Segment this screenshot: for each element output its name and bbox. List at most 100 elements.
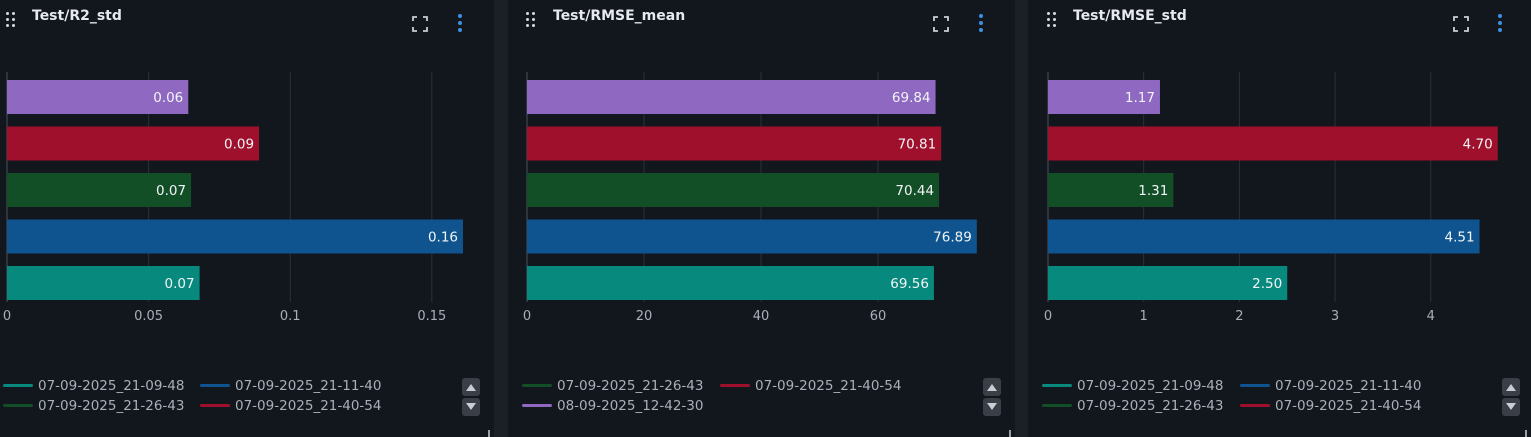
legend-scroll-up-button[interactable]: [462, 378, 480, 396]
bar-chart: 0.06 0.09 0.07 0.16 0.07 0 0.05 0.1 0.15: [3, 72, 464, 324]
bar-value-label: 1.31: [1138, 183, 1168, 199]
legend-item[interactable]: 07-09-2025_21-26-43: [3, 396, 184, 416]
legend-label: 07-09-2025_21-11-40: [1275, 378, 1422, 394]
legend-label: 07-09-2025_21-11-40: [235, 378, 382, 394]
legend-scroll-up-button[interactable]: [983, 378, 1001, 396]
bar-value-label: 69.56: [890, 276, 929, 292]
kebab-menu-icon[interactable]: [978, 14, 984, 34]
bar-value-label: 2.50: [1252, 276, 1282, 292]
bar: [1048, 173, 1174, 207]
legend-label: 08-09-2025_12-42-30: [557, 398, 704, 414]
x-tick-label: 0: [523, 309, 531, 324]
resize-icon[interactable]: [1002, 424, 1011, 437]
bar: [7, 266, 200, 300]
x-tick-label: 4: [1427, 309, 1435, 324]
panel-title: Test/RMSE_mean: [553, 8, 686, 24]
legend-swatch: [200, 383, 230, 387]
bar: [7, 80, 189, 114]
legend-item[interactable]: 07-09-2025_21-26-43: [1042, 396, 1223, 416]
drag-handle-icon[interactable]: [1047, 12, 1057, 28]
drag-handle-icon[interactable]: [526, 12, 536, 28]
x-tick-label: 0.05: [134, 309, 163, 324]
bar-value-label: 76.89: [933, 230, 972, 246]
bar: [527, 80, 936, 114]
drag-handle-icon[interactable]: [6, 12, 16, 28]
bar: [527, 266, 934, 300]
legend-label: 07-09-2025_21-40-54: [235, 398, 382, 414]
legend-item[interactable]: 07-09-2025_21-40-54: [1240, 396, 1421, 416]
legend-swatch: [3, 383, 33, 387]
legend-swatch: [720, 383, 750, 387]
x-tick-label: 3: [1331, 309, 1339, 324]
bar: [527, 173, 940, 207]
expand-icon[interactable]: [933, 16, 949, 32]
bar: [527, 126, 942, 161]
legend-label: 07-09-2025_21-26-43: [1077, 398, 1224, 414]
x-tick-label: 40: [753, 309, 770, 324]
expand-icon[interactable]: [1453, 16, 1469, 32]
legend-label: 07-09-2025_21-26-43: [38, 398, 185, 414]
panel-header: Test/R2_std: [0, 0, 494, 40]
bar: [7, 219, 464, 254]
bar-value-label: 69.84: [892, 90, 931, 106]
bar-value-label: 0.06: [153, 90, 183, 106]
x-tick-label: 0: [3, 309, 11, 324]
legend-item[interactable]: 07-09-2025_21-11-40: [200, 376, 381, 396]
legend-swatch: [1042, 403, 1072, 407]
legend-scroll-down-button[interactable]: [462, 398, 480, 416]
legend-scroll-down-button[interactable]: [983, 398, 1001, 416]
legend-swatch: [200, 403, 230, 407]
legend-swatch: [1240, 403, 1270, 407]
legend-scroll-up-button[interactable]: [1502, 378, 1520, 396]
legend-label: 07-09-2025_21-40-54: [755, 378, 902, 394]
bar-value-label: 70.81: [898, 137, 937, 153]
bar: [527, 219, 977, 254]
bar-chart: 1.17 4.70 1.31 4.51 2.50 0 1 2 3 4: [1044, 72, 1498, 324]
chart-panel-rmse-std: Test/RMSE_std 1.17 4.70 1.31 4.51 2.50 0 1 2 3 4 …: [1028, 0, 1531, 437]
bar-value-label: 4.70: [1463, 137, 1493, 153]
bar-value-label: 0.07: [165, 276, 195, 292]
bar: [1048, 126, 1498, 161]
bar-value-label: 70.44: [895, 183, 934, 199]
bar-value-label: 1.17: [1125, 90, 1155, 106]
legend-item[interactable]: 07-09-2025_21-40-54: [200, 396, 381, 416]
legend-item[interactable]: 07-09-2025_21-09-48: [1042, 376, 1223, 396]
x-tick-label: 2: [1235, 309, 1243, 324]
resize-icon[interactable]: [1518, 424, 1527, 437]
bar-chart: 69.84 70.81 70.44 76.89 69.56 0 20 40 60: [523, 72, 977, 324]
kebab-menu-icon[interactable]: [457, 14, 463, 34]
expand-icon[interactable]: [412, 16, 428, 32]
bar: [1048, 219, 1480, 254]
legend-item[interactable]: 08-09-2025_12-42-30: [522, 396, 703, 416]
legend-swatch: [3, 403, 33, 407]
legend-label: 07-09-2025_21-40-54: [1275, 398, 1422, 414]
panel-title: Test/R2_std: [32, 8, 122, 24]
kebab-menu-icon[interactable]: [1497, 14, 1503, 34]
chart-panel-r2-std: Test/R2_std 0.06 0.09 0.07 0.16 0.07 0 0.05 0.1…: [0, 0, 494, 437]
legend-scroll-down-button[interactable]: [1502, 398, 1520, 416]
x-tick-label: 60: [870, 309, 887, 324]
legend-item[interactable]: 07-09-2025_21-40-54: [720, 376, 901, 396]
resize-icon[interactable]: [481, 424, 490, 437]
chart-panel-rmse-mean: Test/RMSE_mean 69.84 70.81 70.44 76.89 69.56…: [508, 0, 1015, 437]
x-tick-label: 0: [1044, 309, 1052, 324]
x-tick-label: 20: [636, 309, 653, 324]
panel-header: Test/RMSE_std: [1028, 0, 1531, 40]
x-tick-label: 0.1: [280, 309, 301, 324]
legend-item[interactable]: 07-09-2025_21-26-43: [522, 376, 703, 396]
x-tick-label: 0.15: [417, 309, 446, 324]
bar-value-label: 0.16: [428, 230, 458, 246]
bar: [1048, 266, 1288, 300]
bar-value-label: 4.51: [1444, 230, 1474, 246]
legend-swatch: [1042, 383, 1072, 387]
legend-item[interactable]: 07-09-2025_21-11-40: [1240, 376, 1421, 396]
legend-item[interactable]: 07-09-2025_21-09-48: [3, 376, 184, 396]
x-tick-label: 1: [1140, 309, 1148, 324]
legend-label: 07-09-2025_21-09-48: [1077, 378, 1224, 394]
panel-header: Test/RMSE_mean: [508, 0, 1015, 40]
legend-swatch: [522, 403, 552, 407]
bar-value-label: 0.07: [156, 183, 186, 199]
bar: [7, 173, 192, 207]
panel-title: Test/RMSE_std: [1073, 8, 1187, 24]
legend-label: 07-09-2025_21-09-48: [38, 378, 185, 394]
